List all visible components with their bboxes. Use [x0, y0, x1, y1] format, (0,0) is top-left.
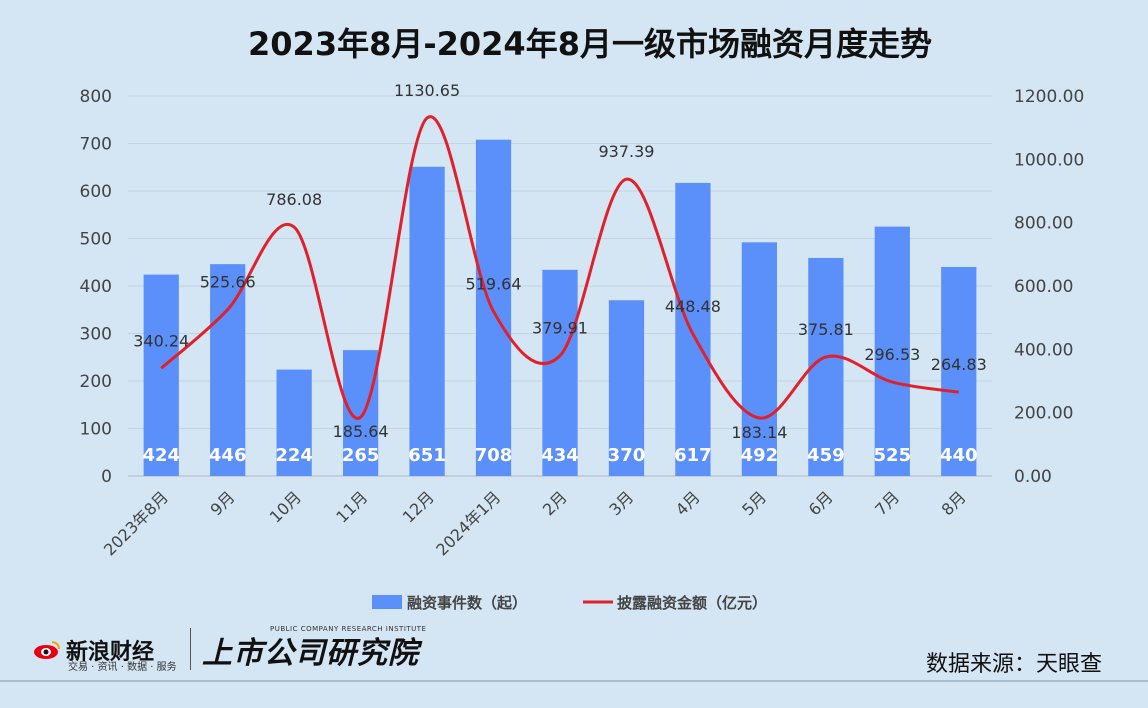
legend-bar-label: 融资事件数（起） — [407, 594, 527, 612]
sina-finance-logo: 新浪财经 交易 · 资讯 · 数据 · 服务 — [32, 628, 177, 673]
bar-value-label: 492 — [741, 445, 779, 466]
line-value-label: 937.39 — [598, 142, 654, 161]
y-axis-right: 0.00 200.00 400.00 600.00 800.00 1000.00 1200.… — [1014, 87, 1084, 487]
institute-name: 上市公司研究院 — [202, 636, 419, 671]
y-left-tick-label: 700 — [80, 135, 112, 155]
y-right-tick-label: 800.00 — [1014, 214, 1073, 234]
x-tick-label: 10月 — [266, 487, 305, 526]
bar — [210, 264, 246, 476]
x-tick-label: 12月 — [399, 487, 438, 526]
bar — [941, 267, 977, 476]
y-axis-left: 0 100 200 300 400 500 600 700 800 — [80, 87, 112, 487]
x-tick-label: 2024年1月 — [432, 487, 504, 559]
bar — [475, 139, 512, 476]
bar — [675, 182, 711, 477]
x-tick-label: 5月 — [738, 487, 770, 519]
legend-bar-swatch — [372, 595, 402, 609]
logo-divider — [190, 628, 191, 670]
legend-line-label: 披露融资金额（亿元） — [617, 594, 767, 612]
x-tick-label: 9月 — [207, 487, 239, 519]
x-tick-label: 11月 — [332, 487, 371, 526]
line-series: 340.24 525.66 786.08 185.64 1130.65 519.64 379… — [133, 81, 987, 442]
bar-value-label: 440 — [940, 445, 978, 466]
y-right-tick-label: 400.00 — [1014, 340, 1073, 360]
y-left-tick-label: 200 — [80, 372, 112, 392]
y-left-tick-label: 400 — [80, 277, 112, 297]
line-value-label: 1130.65 — [394, 81, 460, 100]
bar-value-label: 370 — [608, 445, 646, 466]
line-value-label: 375.81 — [798, 320, 854, 339]
line-value-label: 525.66 — [200, 273, 256, 292]
amount-line — [160, 115, 959, 420]
y-left-tick-label: 0 — [101, 467, 112, 487]
y-right-tick-label: 600.00 — [1014, 277, 1073, 297]
bar-value-label: 525 — [874, 445, 912, 466]
line-value-label: 448.48 — [665, 297, 721, 316]
bar — [542, 269, 578, 476]
line-value-label: 519.64 — [466, 274, 522, 293]
x-tick-label: 8月 — [938, 487, 970, 519]
x-tick-label: 7月 — [871, 487, 903, 519]
institute-logo: 上市公司研究院 PUBLIC COMPANY RESEARCH INSTITUT… — [202, 625, 426, 672]
x-tick-label: 2023年8月 — [100, 487, 172, 559]
bar-value-label: 424 — [142, 445, 180, 466]
line-value-label: 379.91 — [532, 319, 588, 338]
sina-brand-text: 新浪财经 — [66, 640, 155, 665]
bar — [409, 166, 445, 476]
institute-english-name: PUBLIC COMPANY RESEARCH INSTITUTE — [270, 625, 427, 633]
line-value-label: 183.14 — [731, 423, 787, 442]
y-left-tick-label: 800 — [80, 87, 112, 107]
y-right-tick-label: 1000.00 — [1014, 150, 1084, 170]
bar — [276, 369, 312, 476]
sina-eye-icon — [32, 639, 62, 661]
y-left-tick-label: 300 — [80, 325, 112, 345]
x-tick-label: 3月 — [605, 487, 637, 519]
chart-title: 2023年8月-2024年8月一级市场融资月度走势 — [248, 25, 932, 63]
legend: 融资事件数（起） 披露融资金额（亿元） — [372, 594, 767, 612]
line-value-label: 185.64 — [333, 422, 389, 441]
y-left-tick-label: 600 — [80, 182, 112, 202]
y-left-tick-label: 100 — [80, 420, 112, 440]
x-tick-label: 6月 — [805, 487, 837, 519]
bar — [608, 300, 645, 476]
y-left-tick-label: 500 — [80, 230, 112, 250]
y-right-tick-label: 200.00 — [1014, 404, 1073, 424]
bar-value-label: 459 — [807, 445, 845, 466]
x-tick-label: 4月 — [672, 487, 704, 519]
bar — [874, 226, 910, 476]
line-value-label: 786.08 — [266, 190, 322, 209]
y-right-tick-label: 0.00 — [1014, 467, 1052, 487]
line-value-label: 340.24 — [133, 331, 189, 350]
bar — [741, 242, 777, 476]
footer-rule — [0, 680, 1148, 682]
line-value-label: 264.83 — [931, 355, 987, 374]
bar-value-label: 651 — [408, 445, 446, 466]
bar-series: 424 446 224 265 651 708 434 370 617 492 459 525 440 — [142, 139, 978, 477]
line-value-label: 296.53 — [864, 345, 920, 364]
bar-value-label: 265 — [342, 445, 380, 466]
x-tick-label: 2月 — [539, 487, 571, 519]
bar — [808, 257, 844, 476]
bar-value-label: 708 — [475, 445, 513, 466]
y-right-tick-label: 1200.00 — [1014, 87, 1084, 107]
bar-value-label: 446 — [209, 445, 247, 466]
bar-value-label: 224 — [275, 445, 313, 466]
bar-value-label: 434 — [541, 445, 579, 466]
data-source: 数据来源：天眼查 — [925, 652, 1102, 677]
sina-tagline: 交易 · 资讯 · 数据 · 服务 — [68, 662, 177, 673]
bar — [343, 350, 379, 476]
bar-value-label: 617 — [674, 445, 712, 466]
bar — [143, 274, 179, 476]
